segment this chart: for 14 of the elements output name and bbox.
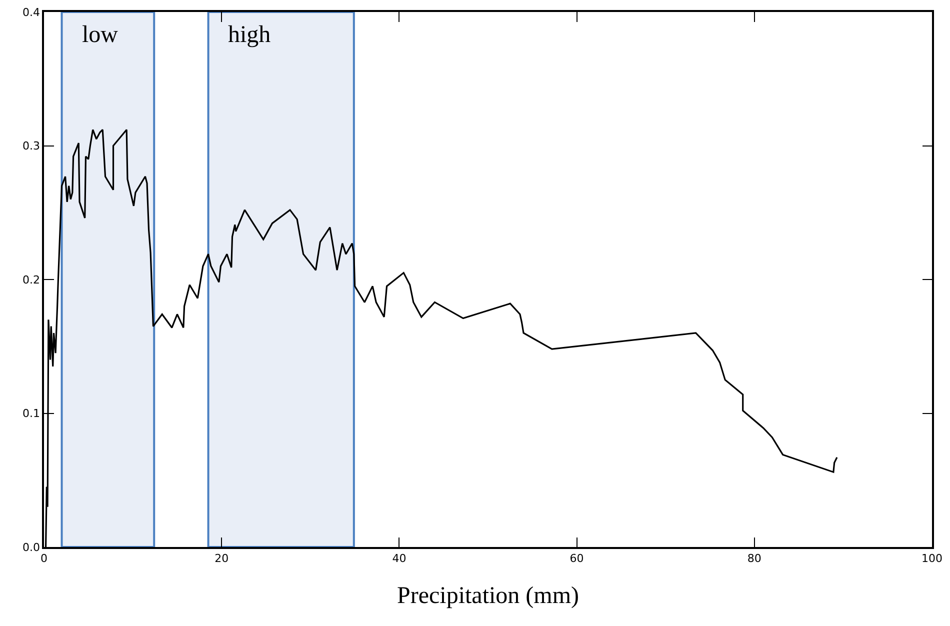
y-tick-label: 0.0 — [22, 540, 40, 554]
x-tick-label: 40 — [392, 552, 406, 565]
x-axis-title: Precipitation (mm) — [397, 582, 579, 609]
x-tick-label: 100 — [922, 552, 942, 565]
band-label: low — [82, 22, 119, 48]
y-tick-label: 0.2 — [22, 273, 40, 286]
x-tick-label: 60 — [570, 552, 584, 565]
y-tick-label: 0.1 — [22, 407, 40, 420]
y-tick-label: 0.4 — [22, 6, 40, 19]
x-tick-label: 80 — [747, 552, 762, 565]
band-label: high — [228, 22, 271, 48]
x-tick-label: 20 — [214, 552, 229, 565]
x-tick-label: 0 — [40, 552, 48, 565]
y-tick-label: 0.3 — [22, 140, 40, 153]
